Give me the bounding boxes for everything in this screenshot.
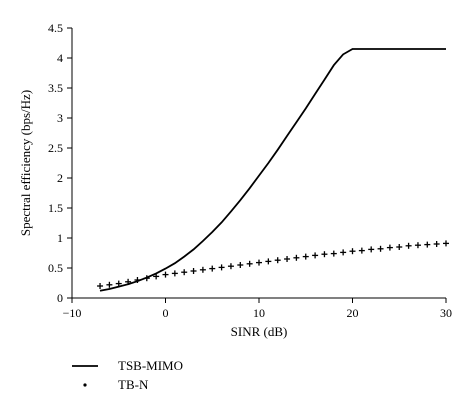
legend-marker-sample bbox=[83, 383, 87, 387]
axes bbox=[71, 28, 446, 299]
series-tb-n-point bbox=[134, 277, 141, 283]
series-tb-n-point bbox=[115, 280, 122, 287]
series-tb-n-point bbox=[312, 252, 319, 259]
x-ticks: −10 0 10 20 30 bbox=[63, 298, 452, 320]
series-tb-n-point bbox=[181, 269, 188, 276]
series-tb-n-point bbox=[443, 240, 449, 247]
series-tb-n-point bbox=[358, 247, 365, 254]
series-tb-n-point bbox=[433, 241, 440, 247]
series-tb-n-point bbox=[125, 278, 132, 285]
y-tick-label: 2 bbox=[57, 171, 63, 185]
y-tick-label: 3 bbox=[57, 111, 63, 125]
series-tb-n-point bbox=[284, 256, 291, 262]
series-tb-n-point bbox=[349, 248, 356, 255]
y-tick-label: 1.5 bbox=[48, 201, 63, 215]
series-tb-n-point bbox=[405, 242, 412, 249]
x-axis-title: SINR (dB) bbox=[231, 324, 288, 339]
y-tick-label: 3.5 bbox=[48, 81, 63, 95]
y-tick-label: 0.5 bbox=[48, 261, 63, 275]
x-tick-label: 30 bbox=[440, 306, 452, 320]
series-tb-n-point bbox=[377, 245, 384, 252]
y-tick-label: 2.5 bbox=[48, 141, 63, 155]
series-tb-n-point bbox=[396, 244, 403, 250]
series-tb-n-point bbox=[414, 242, 421, 249]
legend-label-tb-n: TB-N bbox=[118, 377, 149, 392]
x-tick-label: 20 bbox=[347, 306, 359, 320]
series-tb-n-point bbox=[143, 275, 150, 282]
series-tsb-mimo-line bbox=[99, 48, 446, 292]
series-tb-n-point bbox=[340, 249, 347, 256]
series-tb-n-point bbox=[199, 266, 206, 273]
y-tick-label: 4.5 bbox=[48, 21, 63, 35]
series-tb-n-point bbox=[97, 283, 104, 289]
x-tick-label: −10 bbox=[63, 306, 82, 320]
series-tb-n-point bbox=[265, 258, 272, 265]
series-tb-n-point bbox=[209, 265, 216, 272]
series-tb-n-point bbox=[162, 271, 169, 278]
plot-area bbox=[97, 48, 449, 292]
series-tb-n-point bbox=[274, 257, 281, 264]
y-axis-title: Spectral efficiency (bps/Hz) bbox=[18, 90, 33, 236]
series-tb-n-point bbox=[293, 254, 300, 261]
series-tb-n-point bbox=[302, 253, 309, 260]
series-tb-n-point bbox=[218, 264, 225, 271]
series-tb-n-point bbox=[330, 250, 337, 257]
series-tb-n-point bbox=[106, 281, 113, 288]
series-tb-n-point bbox=[171, 270, 178, 277]
x-tick-label: 10 bbox=[253, 306, 265, 320]
series-tb-n-point bbox=[246, 260, 253, 267]
y-ticks: 0 0.5 1 1.5 2 2.5 3 3.5 4 4.5 bbox=[48, 21, 72, 305]
series-tb-n-point bbox=[227, 263, 234, 270]
x-tick-label: 0 bbox=[163, 306, 169, 320]
series-tb-n-point bbox=[256, 259, 262, 266]
series-tb-n-point bbox=[190, 268, 197, 274]
y-tick-label: 1 bbox=[57, 231, 63, 245]
series-tb-n-point bbox=[237, 262, 244, 268]
series-tb-n-point bbox=[386, 244, 393, 251]
legend-label-tsb-mimo: TSB-MIMO bbox=[118, 358, 183, 373]
series-tb-n-point bbox=[368, 246, 375, 253]
series-tb-n-point bbox=[424, 241, 431, 248]
y-tick-label: 0 bbox=[57, 291, 63, 305]
series-tb-n-point bbox=[321, 251, 328, 258]
legend: TSB-MIMO TB-N bbox=[72, 358, 183, 392]
series-tb-n-point bbox=[153, 273, 160, 280]
y-tick-label: 4 bbox=[57, 51, 63, 65]
